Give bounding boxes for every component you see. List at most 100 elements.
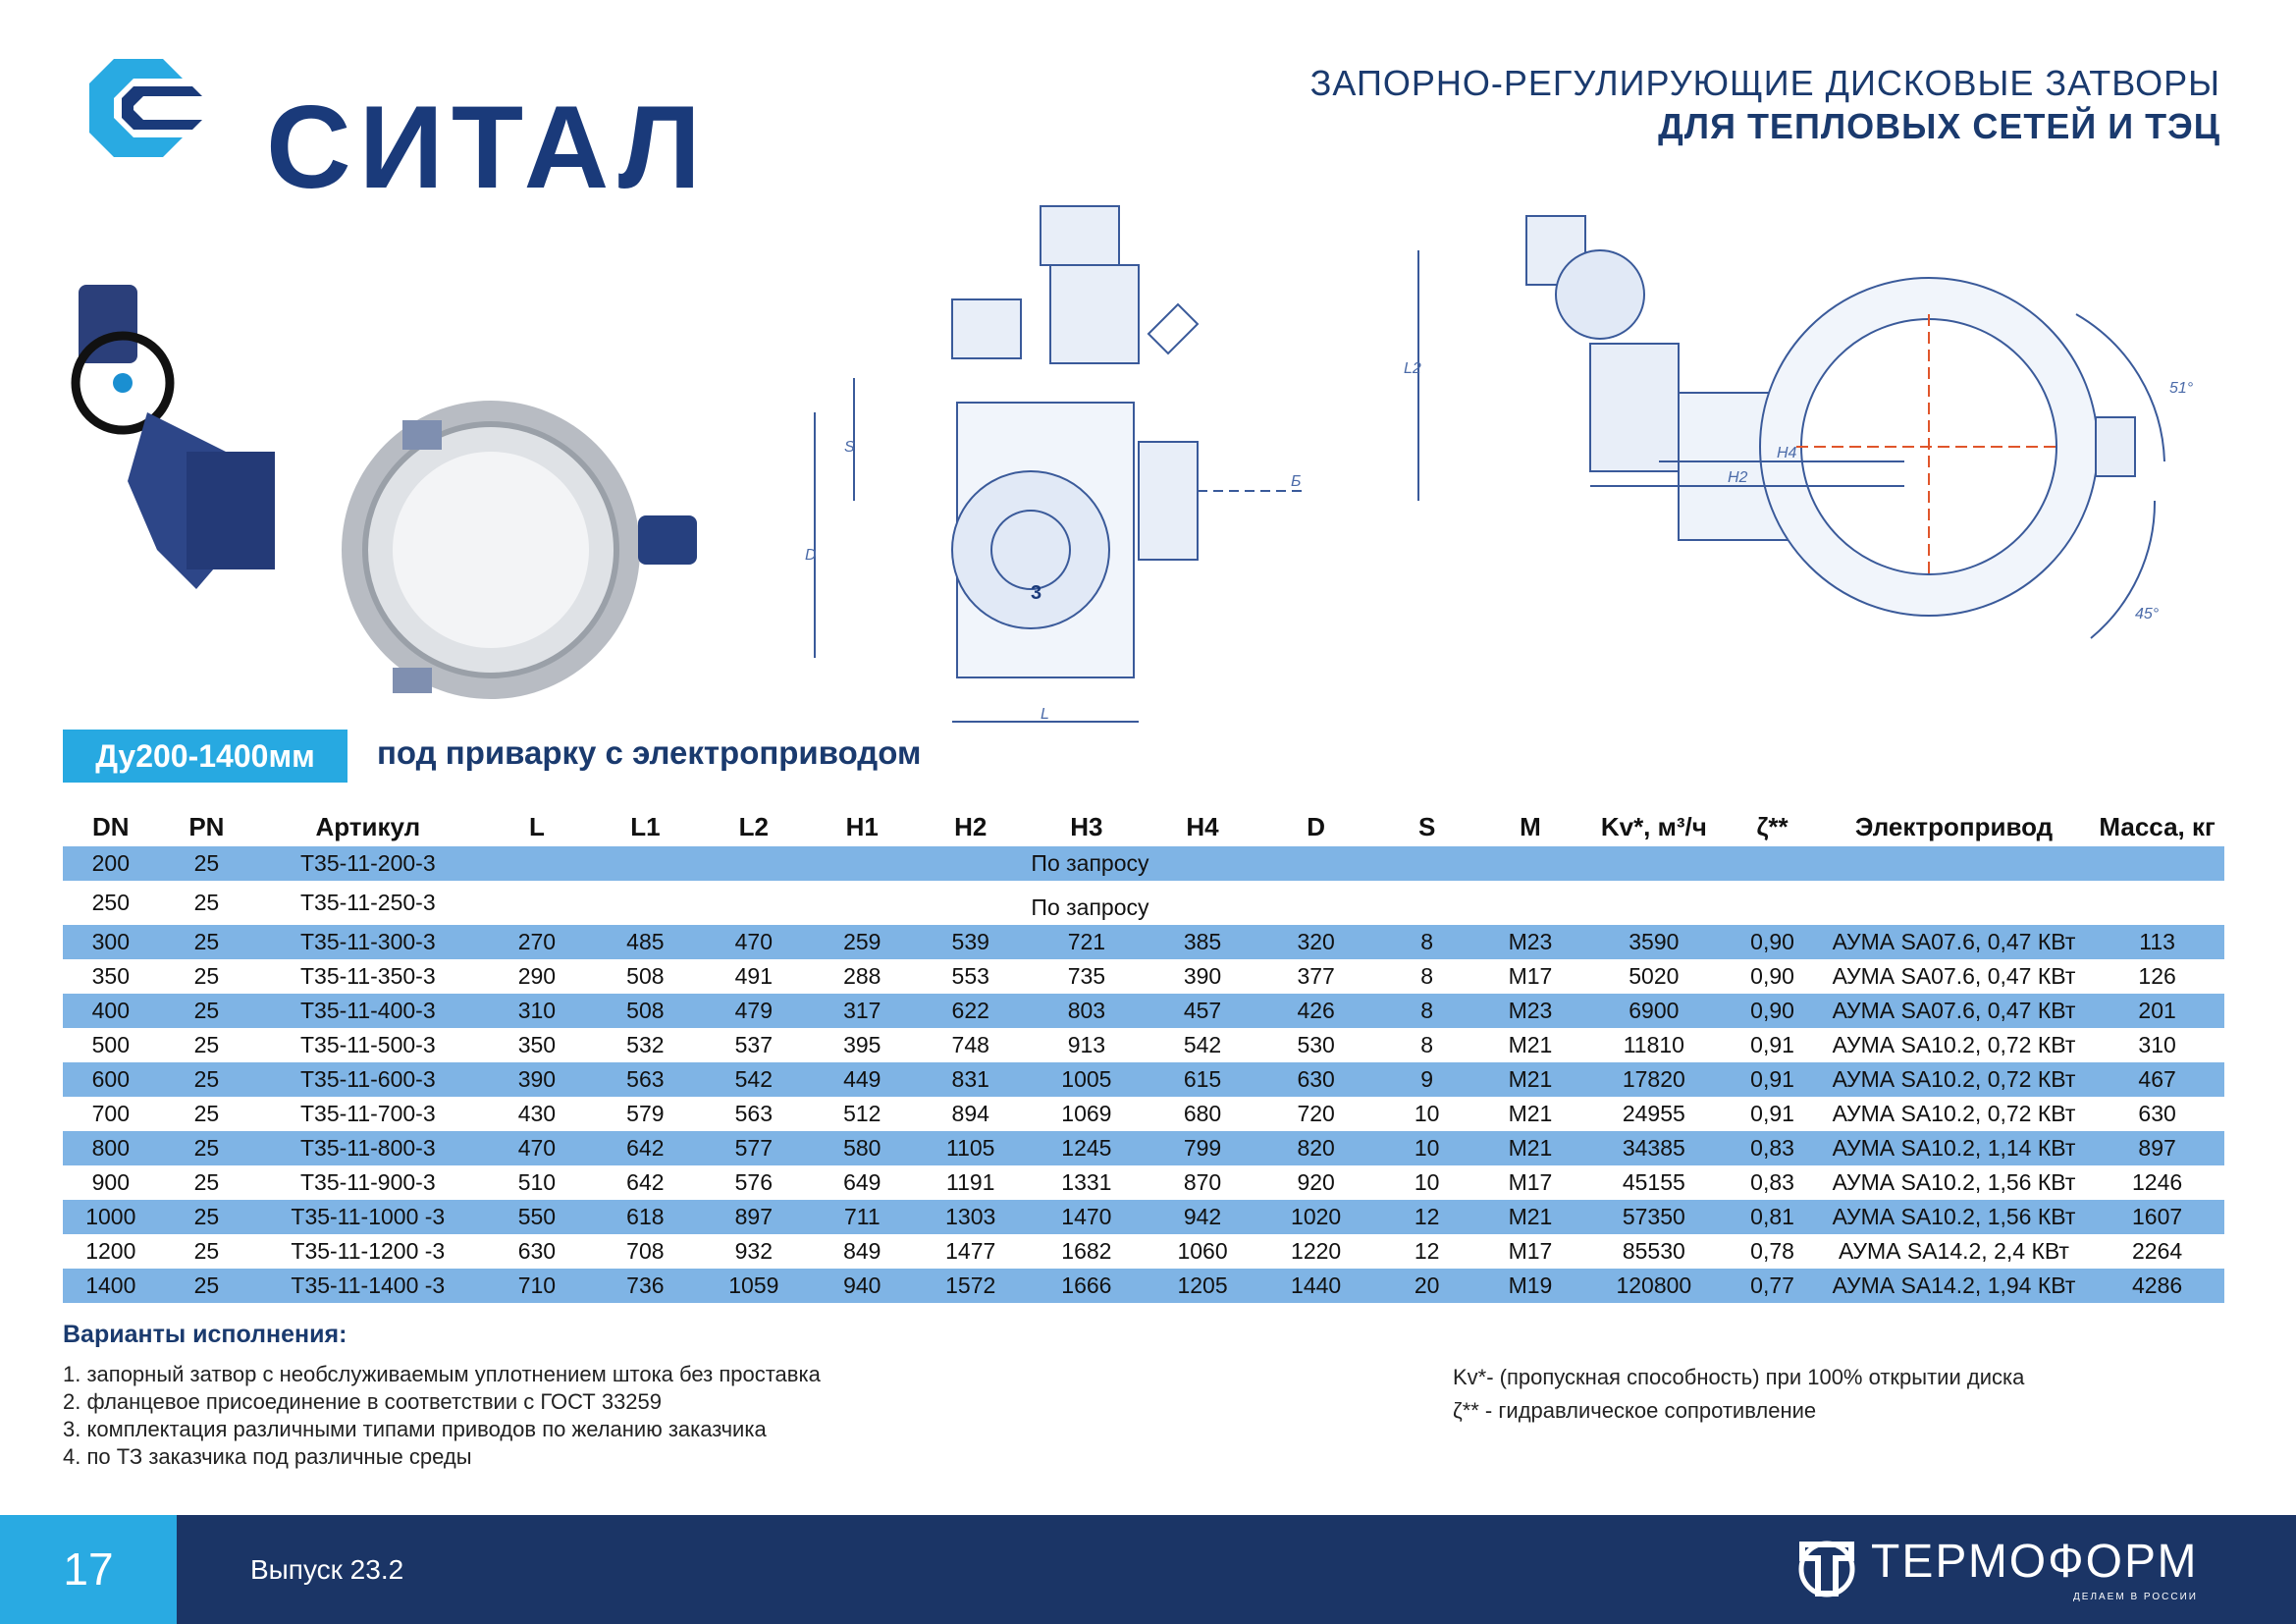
cell-h1: 711 bbox=[809, 1200, 916, 1234]
brand-name: СИТАЛ bbox=[266, 81, 709, 213]
cell-dn: 700 bbox=[91, 1101, 130, 1126]
cell-mass: 897 bbox=[2090, 1131, 2224, 1165]
cell-h4: 870 bbox=[1183, 1169, 1222, 1195]
table-row: 700 25 Т35-11-700-3 430 579 563 512 894 1069 680 7… bbox=[63, 1097, 2224, 1131]
cell-l1: 642 bbox=[626, 1169, 665, 1195]
cell-mass: 4286 bbox=[2090, 1269, 2224, 1303]
col-header: Kv*, м³/ч bbox=[1600, 811, 1707, 841]
cell-mass: 113 bbox=[2090, 925, 2224, 959]
cell-d: 426 bbox=[1257, 994, 1374, 1028]
cell-m: M23 bbox=[1479, 925, 1581, 959]
cell-zeta: 0,91 bbox=[1750, 1101, 1794, 1126]
termoform-brand: ТЕРМОФОРМ bbox=[1871, 1536, 2199, 1588]
sital-logo-icon bbox=[89, 59, 202, 157]
cell-pn: 25 bbox=[158, 1062, 255, 1097]
table-row: 200 25 Т35-11-200-3 По запросу bbox=[63, 846, 2224, 881]
table-row: 1200 25 Т35-11-1200 -3 630 708 932 849 1477 1682… bbox=[63, 1234, 2224, 1269]
cell-h1: 940 bbox=[809, 1269, 916, 1303]
cell-pn: 25 bbox=[158, 925, 255, 959]
dim-H2: H2 bbox=[1728, 469, 1748, 486]
table-row: 300 25 Т35-11-300-3 270 485 470 259 539 721 385 32… bbox=[63, 925, 2224, 959]
cell-kv: 45155 bbox=[1622, 1169, 1685, 1195]
cell-article: Т35-11-1000 -3 bbox=[254, 1200, 482, 1234]
cell-article: Т35-11-300-3 bbox=[254, 925, 482, 959]
cell-s: 9 bbox=[1373, 1062, 1480, 1097]
cell-d: 720 bbox=[1297, 1101, 1335, 1126]
cell-h4: 1060 bbox=[1177, 1238, 1228, 1264]
cell-kv: 57350 bbox=[1580, 1200, 1728, 1234]
cell-m: M17 bbox=[1508, 963, 1553, 989]
cell-h2: 1572 bbox=[915, 1269, 1027, 1303]
cell-article: Т35-11-400-3 bbox=[254, 994, 482, 1028]
cell-l: 470 bbox=[481, 1131, 593, 1165]
cell-kv: 5020 bbox=[1629, 963, 1680, 989]
cell-pn: 25 bbox=[193, 1169, 220, 1195]
cell-d: 320 bbox=[1257, 925, 1374, 959]
cell-mass: 2264 bbox=[2132, 1238, 2183, 1264]
col-header: H2 bbox=[954, 811, 988, 841]
col-header: Электропривод bbox=[1854, 811, 2054, 841]
cell-m: M19 bbox=[1479, 1269, 1581, 1303]
cell-actuator: АУМА SA10.2, 1,56 КВт bbox=[1817, 1200, 2091, 1234]
cell-h3: 803 bbox=[1026, 994, 1148, 1028]
page-footer: 17 Выпуск 23.2 ТЕРМОФОРМ ДЕЛАЕМ В РОССИИ bbox=[0, 1515, 2296, 1624]
cell-h2: 748 bbox=[951, 1032, 989, 1057]
cell-l1: 736 bbox=[592, 1269, 699, 1303]
cell-h3: 721 bbox=[1026, 925, 1148, 959]
dim-S: S bbox=[844, 439, 855, 456]
header-title-line2: ДЛЯ ТЕПЛОВЫХ СЕТЕЙ И ТЭЦ bbox=[1658, 106, 2220, 146]
cell-h3: 1069 bbox=[1061, 1101, 1112, 1126]
cell-actuator: АУМА SA10.2, 0,72 КВт bbox=[1832, 1101, 2076, 1126]
front-view-drawing bbox=[1417, 215, 2165, 639]
cell-article: Т35-11-600-3 bbox=[254, 1062, 482, 1097]
cell-d: 820 bbox=[1257, 1131, 1374, 1165]
cell-l2: 563 bbox=[734, 1101, 773, 1126]
cell-article: Т35-11-200-3 bbox=[254, 846, 482, 881]
cell-h2: 894 bbox=[951, 1101, 989, 1126]
cell-s: 10 bbox=[1414, 1169, 1440, 1195]
cell-mass: 630 bbox=[2138, 1101, 2176, 1126]
cell-l2: 491 bbox=[734, 963, 773, 989]
cell-h4: 942 bbox=[1147, 1200, 1258, 1234]
cell-article: Т35-11-350-3 bbox=[299, 963, 436, 989]
cell-actuator: АУМА SA07.6, 0,47 КВт bbox=[1832, 963, 2076, 989]
cell-m: M21 bbox=[1479, 1131, 1581, 1165]
table-row: 1000 25 Т35-11-1000 -3 550 618 897 711 1303 1470… bbox=[63, 1200, 2224, 1234]
cell-l1: 508 bbox=[592, 994, 699, 1028]
variants-list: 1. запорный затвор с необслуживаемым упл… bbox=[63, 1361, 821, 1471]
cell-s: 10 bbox=[1414, 1101, 1440, 1126]
cell-kv: 11810 bbox=[1623, 1032, 1684, 1057]
cell-l2: 577 bbox=[698, 1131, 810, 1165]
cell-d: 1220 bbox=[1291, 1238, 1342, 1264]
valve-photo bbox=[71, 285, 697, 699]
cell-dn: 200 bbox=[63, 846, 159, 881]
cell-h1: 259 bbox=[809, 925, 916, 959]
cell-h2: 539 bbox=[915, 925, 1027, 959]
cell-zeta: 0,91 bbox=[1750, 1032, 1794, 1057]
cell-l2: 897 bbox=[698, 1200, 810, 1234]
cell-h3: 1682 bbox=[1061, 1238, 1112, 1264]
table-row: 400 25 Т35-11-400-3 310 508 479 317 622 803 457 42… bbox=[63, 994, 2224, 1028]
cell-h3: 1005 bbox=[1026, 1062, 1148, 1097]
cell-d: 1020 bbox=[1257, 1200, 1374, 1234]
col-header: H4 bbox=[1186, 811, 1219, 841]
cell-h1: 449 bbox=[809, 1062, 916, 1097]
col-header: L bbox=[528, 811, 545, 841]
cell-l2: 479 bbox=[698, 994, 810, 1028]
footnote-zeta: ζ** - гидравлическое сопротивление bbox=[1453, 1398, 1817, 1423]
cell-article: Т35-11-1400 -3 bbox=[254, 1269, 482, 1303]
cell-l: 510 bbox=[517, 1169, 557, 1195]
cell-l2: 537 bbox=[734, 1032, 773, 1057]
col-header: M bbox=[1520, 811, 1541, 841]
cell-m: M21 bbox=[1508, 1032, 1553, 1057]
cell-h3: 1331 bbox=[1061, 1169, 1112, 1195]
cell-s: 12 bbox=[1373, 1200, 1480, 1234]
cell-l: 350 bbox=[517, 1032, 557, 1057]
cell-zeta: 0,90 bbox=[1750, 963, 1794, 989]
page-number: 17 bbox=[0, 1515, 177, 1624]
cell-h3: 1666 bbox=[1026, 1269, 1148, 1303]
cell-s: 8 bbox=[1420, 963, 1434, 989]
cell-s: 20 bbox=[1373, 1269, 1480, 1303]
table-row: 250 25 Т35-11-250-3 По запросу bbox=[63, 881, 2224, 925]
cell-m: M21 bbox=[1508, 1101, 1553, 1126]
